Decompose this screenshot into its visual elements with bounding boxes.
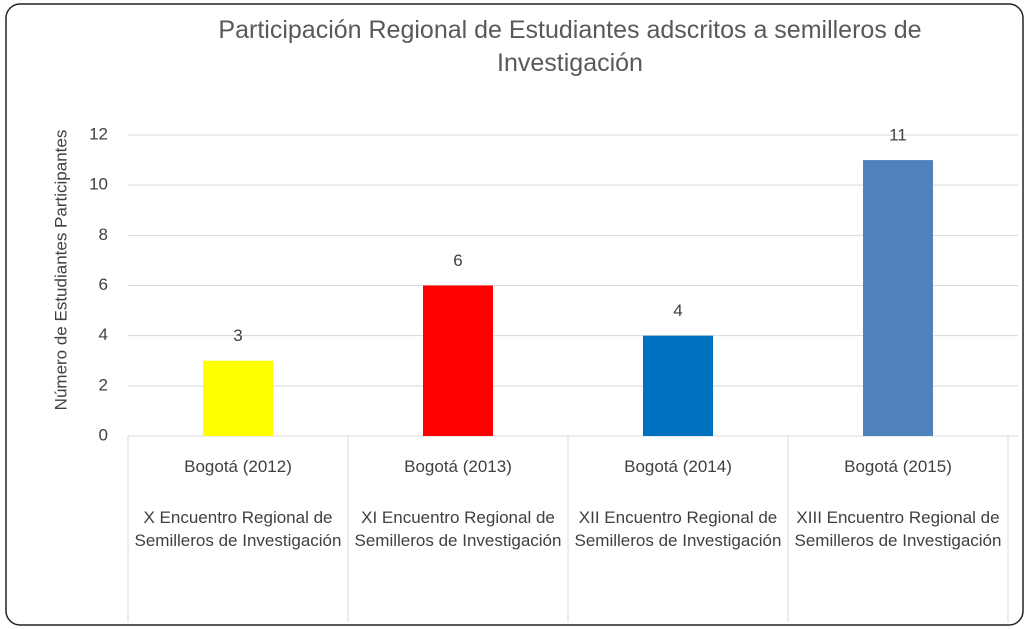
y-tick-label: 0 bbox=[99, 425, 108, 444]
y-tick-label: 4 bbox=[99, 325, 108, 344]
x-subcategory-label: XI Encuentro Regional de Semilleros de I… bbox=[354, 508, 562, 550]
data-label: 3 bbox=[233, 326, 242, 345]
bar bbox=[203, 360, 273, 436]
bar bbox=[423, 285, 493, 436]
x-tick-label: Bogotá (2015) bbox=[844, 457, 952, 476]
y-axis-title: Número de Estudiantes Participantes bbox=[51, 130, 70, 411]
bar bbox=[643, 335, 713, 436]
x-tick-label: Bogotá (2014) bbox=[624, 457, 732, 476]
data-label: 6 bbox=[453, 251, 462, 270]
x-tick-label: Bogotá (2012) bbox=[184, 457, 292, 476]
x-tick-label: Bogotá (2013) bbox=[404, 457, 512, 476]
x-subcategory-label: X Encuentro Regional de Semilleros de In… bbox=[134, 508, 342, 550]
y-tick-label: 8 bbox=[99, 225, 108, 244]
chart-border bbox=[5, 3, 1024, 626]
data-label: 4 bbox=[673, 301, 682, 320]
y-tick-label: 12 bbox=[89, 124, 108, 143]
x-subcategory-label: XII Encuentro Regional de Semilleros de … bbox=[574, 508, 782, 550]
y-tick-label: 6 bbox=[99, 275, 108, 294]
y-tick-label: 10 bbox=[89, 175, 108, 194]
bar bbox=[863, 160, 933, 437]
x-subcategory-label: XIII Encuentro Regional de Semilleros de… bbox=[794, 508, 1002, 550]
chart-title: Participación Regional de Estudiantes ad… bbox=[218, 16, 922, 77]
y-tick-label: 2 bbox=[99, 375, 108, 394]
data-label: 11 bbox=[889, 126, 907, 145]
